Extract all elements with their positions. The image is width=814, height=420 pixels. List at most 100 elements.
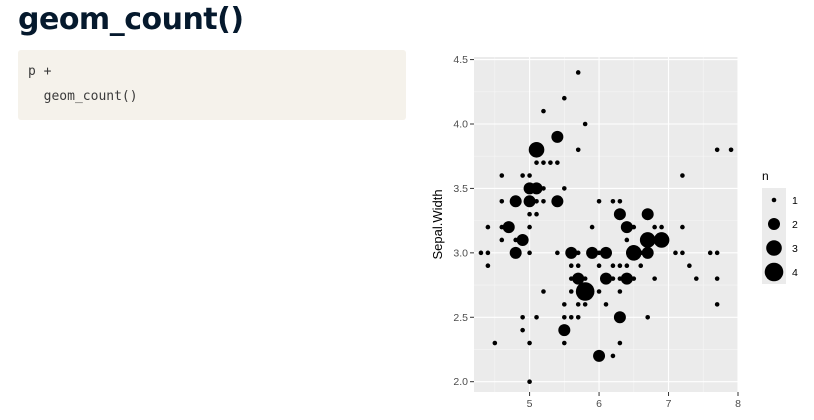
- data-point: [613, 311, 626, 324]
- data-point: [687, 263, 692, 269]
- scatter-plot: 2.0 2.5 3.0 3.5 4.0 4.5 5 6 7 8 Sepal.Width n 1 2 3 4: [430, 54, 798, 410]
- data-point: [617, 263, 623, 269]
- data-point: [694, 276, 699, 281]
- data-point: [596, 250, 602, 256]
- data-point: [596, 289, 602, 294]
- data-point: [530, 182, 543, 195]
- data-point: [509, 246, 522, 259]
- data-point: [527, 379, 532, 384]
- y-tick-label: 4.0: [453, 119, 468, 131]
- y-axis-label: Sepal.Width: [430, 189, 445, 259]
- y-tick-label: 3.5: [453, 183, 468, 195]
- data-point: [541, 160, 546, 165]
- data-point: [659, 224, 664, 230]
- data-point: [551, 195, 564, 208]
- legend-point: [766, 240, 782, 256]
- data-point: [541, 186, 546, 191]
- data-point: [527, 224, 532, 230]
- x-tick-label: 7: [666, 398, 672, 410]
- data-point: [575, 263, 581, 269]
- data-point: [624, 237, 630, 243]
- code-line: p +: [28, 64, 52, 79]
- data-point: [707, 250, 713, 256]
- data-point: [641, 208, 654, 221]
- data-point: [541, 108, 546, 114]
- data-point: [499, 224, 505, 230]
- legend-point: [768, 218, 780, 230]
- data-point: [499, 173, 505, 178]
- data-point: [680, 250, 685, 256]
- data-point: [610, 199, 616, 204]
- data-point: [527, 211, 532, 217]
- data-point: [534, 160, 539, 165]
- data-point: [502, 221, 515, 234]
- data-point: [548, 160, 553, 165]
- data-point: [617, 289, 623, 294]
- data-point: [562, 95, 567, 101]
- data-point: [714, 250, 720, 256]
- data-point: [610, 353, 616, 359]
- legend-label: 1: [792, 195, 798, 207]
- data-point: [680, 224, 685, 230]
- data-point: [527, 173, 532, 178]
- data-point: [610, 276, 616, 281]
- code-block: p + geom_count(): [18, 50, 406, 120]
- data-point: [641, 246, 654, 259]
- data-point: [478, 250, 484, 256]
- data-point: [485, 224, 491, 230]
- data-point: [582, 276, 588, 281]
- data-point: [589, 224, 595, 230]
- data-point: [613, 208, 626, 221]
- data-point: [638, 250, 644, 256]
- data-point: [624, 263, 630, 269]
- data-point: [558, 324, 571, 337]
- data-point: [596, 199, 602, 204]
- data-point: [638, 263, 644, 269]
- data-point: [714, 147, 720, 153]
- data-point: [714, 302, 720, 307]
- legend-label: 4: [792, 267, 798, 279]
- legend-point: [764, 262, 784, 282]
- data-point: [516, 233, 529, 246]
- data-point: [575, 250, 581, 256]
- y-tick-label: 2.0: [453, 376, 468, 388]
- data-point: [673, 250, 678, 256]
- data-point: [485, 263, 491, 269]
- y-tick-label: 3.0: [453, 247, 468, 259]
- data-point: [541, 289, 546, 294]
- data-point: [620, 272, 633, 285]
- code-line: geom_count(): [28, 89, 138, 104]
- data-point: [593, 349, 606, 362]
- data-point: [575, 302, 581, 307]
- slide-title: geom_count(): [18, 2, 244, 37]
- data-point: [492, 340, 498, 346]
- x-tick-label: 8: [735, 398, 741, 410]
- data-point: [562, 340, 567, 346]
- data-point: [572, 272, 585, 285]
- data-point: [527, 340, 532, 346]
- data-point: [653, 232, 670, 248]
- x-tick-label: 6: [596, 398, 602, 410]
- data-point: [625, 245, 642, 261]
- data-point: [603, 302, 609, 307]
- data-point: [499, 237, 505, 243]
- data-point: [728, 147, 734, 153]
- plot-panel: [474, 57, 738, 392]
- data-point: [631, 224, 637, 230]
- data-point: [499, 199, 505, 204]
- data-point: [620, 221, 633, 234]
- data-point: [528, 141, 545, 158]
- data-point: [575, 282, 595, 301]
- data-point: [575, 314, 581, 320]
- data-point: [600, 272, 612, 285]
- legend-point: [771, 197, 777, 203]
- data-point: [582, 302, 588, 307]
- data-point: [513, 237, 518, 243]
- data-point: [523, 195, 536, 208]
- data-point: [639, 232, 656, 248]
- data-point: [586, 246, 599, 259]
- data-point: [680, 173, 685, 178]
- data-point: [485, 250, 491, 256]
- data-point: [527, 250, 532, 256]
- data-point: [596, 263, 602, 269]
